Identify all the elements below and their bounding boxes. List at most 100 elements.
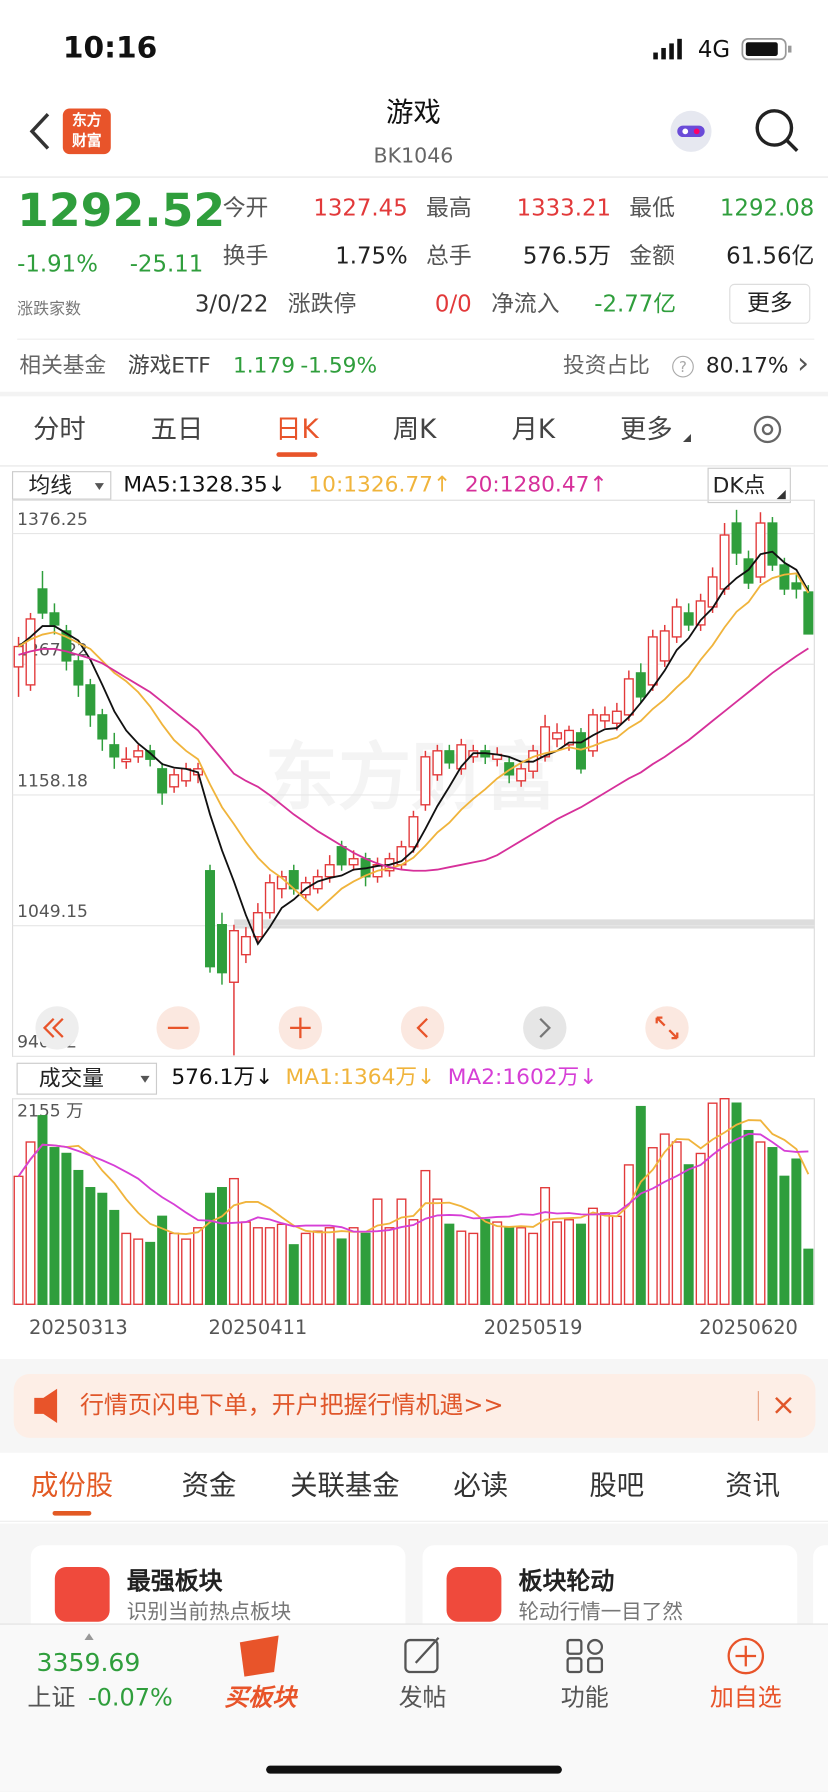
volume-bar [264, 1227, 275, 1305]
section-tabs: 成份股 资金 关联基金 必读 股吧 资讯 [31, 1471, 780, 1516]
volume-bar [181, 1238, 192, 1305]
volume-bar [252, 1227, 263, 1305]
candle-body [659, 630, 670, 662]
card[interactable] [30, 1545, 406, 1649]
tab[interactable]: 日K [275, 415, 319, 445]
candle-body [312, 876, 323, 890]
volume-bar [755, 1141, 766, 1305]
value: 1333.21 [517, 196, 611, 222]
caret [84, 1633, 94, 1641]
x-tick-label: 20250519 [484, 1316, 583, 1339]
help-icon[interactable] [672, 355, 694, 378]
legend: 20:1280.47↑ [465, 472, 608, 497]
candle-body [133, 750, 144, 758]
value: 1292.08 [720, 196, 814, 222]
candle-body [216, 924, 227, 974]
section-tab[interactable]: 必读 [453, 1471, 508, 1502]
nav-icon[interactable] [239, 1635, 279, 1677]
volume-selector-text: 成交量 [39, 1066, 104, 1091]
volume-bar [707, 1102, 718, 1305]
tab[interactable]: 分时 [33, 415, 86, 445]
tab[interactable]: 月K [512, 415, 556, 445]
code: BK1046 [374, 143, 454, 167]
tab[interactable]: 五日 [151, 415, 204, 445]
ma-selector-text: 均线 [29, 474, 72, 499]
ma-line [18, 572, 810, 912]
dk-button[interactable] [707, 467, 791, 504]
tab[interactable]: 更多 [620, 415, 673, 445]
card[interactable] [422, 1545, 798, 1649]
volume-bar [575, 1223, 586, 1305]
search-icon[interactable] [755, 109, 799, 152]
card[interactable] [813, 1545, 828, 1649]
caret [776, 489, 786, 500]
volume-bar [216, 1187, 227, 1305]
fullscreen[interactable] [645, 1006, 689, 1050]
candle-body [169, 774, 180, 788]
volume-selector[interactable] [16, 1062, 158, 1095]
robot-icon[interactable] [670, 110, 712, 152]
caret [140, 1075, 150, 1083]
nav-label[interactable]: 买板块 [224, 1683, 298, 1711]
volume-chart: 2155 万 20250313 20250411 20250519 20250620 [12, 1098, 815, 1339]
volume-bar [240, 1221, 251, 1305]
volume-bar [169, 1232, 180, 1305]
candle-body [719, 534, 730, 590]
dk-text: DK点 [713, 474, 766, 499]
label: 最高 [426, 196, 472, 222]
section-tab[interactable]: 成份股 [31, 1471, 113, 1502]
ratio: 80.17% [706, 354, 789, 379]
section-tab[interactable]: 资金 [182, 1471, 237, 1502]
divider [0, 391, 828, 397]
banner-close[interactable]: × [771, 1387, 796, 1422]
volume-bar [504, 1227, 515, 1305]
next[interactable] [523, 1006, 567, 1050]
candle-body [695, 600, 706, 626]
value: -2.77亿 [594, 291, 676, 317]
nav-icon[interactable] [727, 1637, 765, 1675]
battery [741, 37, 792, 61]
volume-bar [767, 1147, 778, 1305]
signal [653, 38, 682, 60]
settings-icon[interactable] [753, 415, 782, 444]
ma-selector[interactable] [11, 471, 112, 500]
candle-body [408, 816, 419, 848]
candle-body [779, 564, 790, 590]
arrow[interactable]: › [797, 346, 809, 381]
volume-label: 576.1万↓ [171, 1065, 273, 1090]
section-tab[interactable]: 资讯 [725, 1471, 780, 1502]
banner[interactable] [13, 1373, 816, 1438]
volume-bar [25, 1141, 36, 1305]
home-indicator [266, 1765, 562, 1774]
tab[interactable]: 周K [393, 415, 437, 445]
more-button[interactable] [729, 283, 811, 324]
volume-bar [324, 1227, 335, 1305]
nav-label[interactable]: 功能 [561, 1683, 609, 1711]
section-tab[interactable]: 股吧 [589, 1471, 644, 1502]
y-tick-label: 2155 万 [17, 1101, 83, 1121]
nav-icon[interactable] [566, 1638, 604, 1674]
period-tabs: 分时 五日 日K 周K 月K 更多 [33, 415, 691, 457]
zoom-start[interactable] [35, 1006, 79, 1050]
nav-label[interactable]: 发帖 [399, 1683, 447, 1711]
back-button[interactable] [29, 113, 50, 150]
label: 总手 [426, 243, 472, 269]
candle-body [85, 684, 96, 716]
nav-icon[interactable] [404, 1637, 440, 1674]
candle-body [516, 768, 527, 782]
candle-body [73, 660, 84, 686]
volume-bar [432, 1198, 443, 1305]
title: 游戏 [386, 98, 441, 129]
logo: 东方 财富 [62, 108, 111, 155]
prev[interactable] [400, 1006, 445, 1050]
caret [94, 483, 104, 490]
volume-bar [731, 1102, 742, 1305]
volume-bar [157, 1215, 168, 1305]
candle-body [336, 846, 347, 866]
nav-label[interactable]: 加自选 [710, 1683, 782, 1711]
section-tab[interactable]: 关联基金 [290, 1471, 400, 1502]
volume-bar [444, 1223, 455, 1305]
change: -25.11 [130, 251, 204, 277]
index-value: 3359.69 [37, 1648, 141, 1677]
